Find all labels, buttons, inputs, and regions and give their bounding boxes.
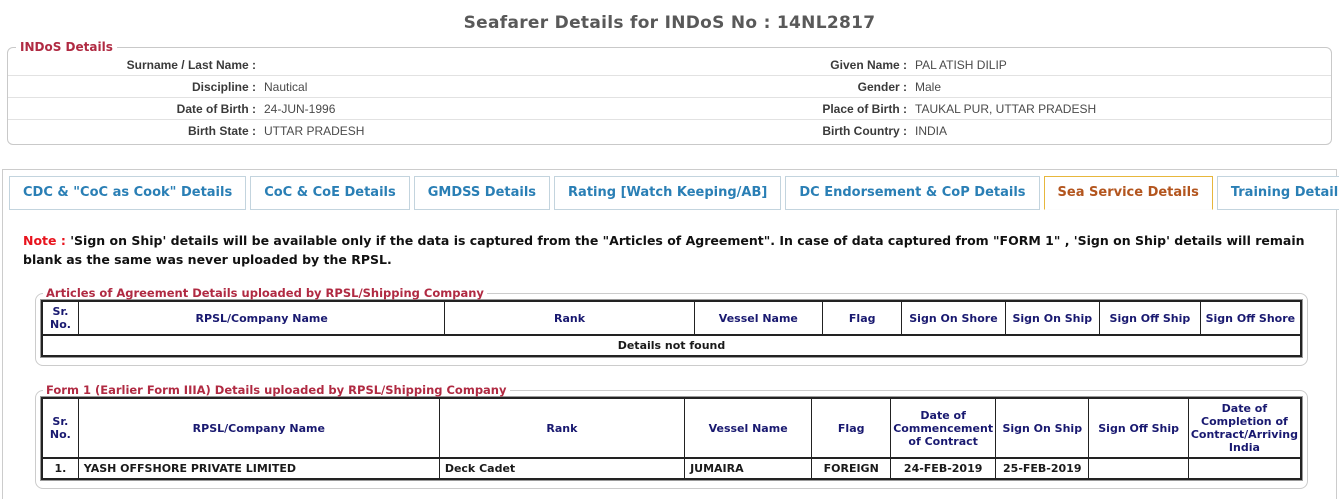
- birth-country-value: INDIA: [915, 124, 948, 138]
- form1-details-legend: Form 1 (Earlier Form IIIA) Details uploa…: [46, 383, 507, 397]
- tab-dc-endorsement-cop-details[interactable]: DC Endorsement & CoP Details: [785, 176, 1040, 210]
- header-date-of-completion-of-contract: Date of Completion of Contract/Arriving …: [1187, 397, 1302, 459]
- header-rank: Rank: [438, 397, 686, 459]
- cell-sr-no: 1.: [41, 457, 79, 480]
- note-prefix: Note :: [23, 233, 66, 248]
- birth-state-label: Birth State :: [187, 124, 256, 138]
- info-row-state-country: Birth State : UTTAR PRADESH Birth Countr…: [8, 120, 1331, 142]
- articles-of-agreement-table: Sr. No. RPSL/Company Name Rank Vessel Na…: [41, 300, 1302, 357]
- birth-state-value: UTTAR PRADESH: [264, 124, 365, 138]
- given-name-value: PAL ATISH DILIP: [915, 57, 1007, 72]
- header-sr-no: Sr. No.: [41, 397, 79, 459]
- tab-bar: CDC & "CoC as Cook" Details CoC & CoE De…: [9, 176, 1339, 210]
- cell-vessel-name: JUMAIRA: [684, 457, 813, 480]
- info-row-discipline: Discipline : Nautical Gender : Male: [8, 76, 1331, 98]
- place-of-birth-label: Place of Birth :: [822, 101, 907, 116]
- header-rank: Rank: [444, 300, 695, 336]
- tab-rating-watch-keeping-ab[interactable]: Rating [Watch Keeping/AB]: [554, 176, 782, 210]
- surname-label: Surname / Last Name :: [126, 57, 256, 72]
- tab-coc-coe-details[interactable]: CoC & CoE Details: [250, 176, 410, 210]
- header-flag: Flag: [811, 397, 892, 459]
- indos-details-legend: INDoS Details: [20, 40, 113, 54]
- date-of-birth-label: Date of Birth :: [176, 101, 256, 116]
- form1-data-row: 1. YASH OFFSHORE PRIVATE LIMITED Deck Ca…: [41, 457, 1302, 480]
- cell-flag: FOREIGN: [811, 457, 892, 480]
- tab-sea-service-details[interactable]: Sea Service Details: [1043, 176, 1213, 210]
- cell-rpsl-company-name: YASH OFFSHORE PRIVATE LIMITED: [77, 457, 440, 480]
- header-sign-off-ship: Sign Off Ship: [1088, 397, 1189, 459]
- header-sign-on-shore: Sign On Shore: [901, 300, 1006, 336]
- cell-sign-off-ship: [1088, 457, 1189, 480]
- header-vessel-name: Vessel Name: [684, 397, 813, 459]
- info-row-birth: Date of Birth : 24-JUN-1996 Place of Bir…: [8, 98, 1331, 120]
- header-rpsl-company-name: RPSL/Company Name: [77, 397, 440, 459]
- indos-details-fieldset: INDoS Details Surname / Last Name : Give…: [7, 40, 1332, 145]
- cell-rank: Deck Cadet: [438, 457, 686, 480]
- given-name-label: Given Name :: [830, 57, 907, 72]
- tab-content-panel: CDC & "CoC as Cook" Details CoC & CoE De…: [2, 169, 1339, 499]
- place-of-birth-value: TAUKAL PUR, UTTAR PRADESH: [915, 101, 1097, 116]
- header-sign-on-ship: Sign On Ship: [1004, 300, 1101, 336]
- header-vessel-name: Vessel Name: [693, 300, 824, 336]
- articles-of-agreement-fieldset: Articles of Agreement Details uploaded b…: [35, 286, 1308, 366]
- articles-header-row: Sr. No. RPSL/Company Name Rank Vessel Na…: [41, 300, 1302, 336]
- header-sign-on-ship: Sign On Ship: [995, 397, 1090, 459]
- tab-cdc-coc-as-cook-details[interactable]: CDC & "CoC as Cook" Details: [9, 176, 247, 210]
- articles-of-agreement-legend: Articles of Agreement Details uploaded b…: [46, 286, 484, 300]
- discipline-label: Discipline :: [191, 79, 256, 94]
- tab-training-details[interactable]: Training Details: [1216, 176, 1339, 210]
- cell-sign-on-ship: 25-FEB-2019: [995, 457, 1090, 480]
- note-body: 'Sign on Ship' details will be available…: [23, 233, 1305, 267]
- header-sr-no: Sr. No.: [41, 300, 79, 336]
- discipline-value: Nautical: [264, 79, 308, 94]
- details-not-found-row: Details not found: [41, 334, 1302, 357]
- form1-details-table: Sr. No. RPSL/Company Name Rank Vessel Na…: [41, 397, 1302, 480]
- gender-label: Gender :: [857, 79, 907, 94]
- cell-date-of-commencement: 24-FEB-2019: [890, 457, 997, 480]
- page-title: Seafarer Details for INDoS No : 14NL2817: [463, 13, 876, 33]
- details-not-found-message: Details not found: [41, 334, 1302, 357]
- cell-date-of-completion: [1187, 457, 1302, 480]
- header-date-of-commencement-of-contract: Date of Commencement of Contract: [890, 397, 997, 459]
- header-sign-off-ship: Sign Off Ship: [1099, 300, 1201, 336]
- tab-gmdss-details[interactable]: GMDSS Details: [413, 176, 551, 210]
- form1-details-fieldset: Form 1 (Earlier Form IIIA) Details uploa…: [35, 383, 1308, 489]
- gender-value: Male: [915, 79, 942, 94]
- form1-header-row: Sr. No. RPSL/Company Name Rank Vessel Na…: [41, 397, 1302, 459]
- header-rpsl-company-name: RPSL/Company Name: [77, 300, 446, 336]
- info-row-name: Surname / Last Name : Given Name : PAL A…: [8, 54, 1331, 76]
- header-sign-off-shore: Sign Off Shore: [1199, 300, 1302, 336]
- note-text: Note : 'Sign on Ship' details will be av…: [23, 231, 1316, 269]
- header-flag: Flag: [822, 300, 903, 336]
- birth-country-label: Birth Country :: [822, 124, 907, 138]
- date-of-birth-value: 24-JUN-1996: [264, 101, 336, 116]
